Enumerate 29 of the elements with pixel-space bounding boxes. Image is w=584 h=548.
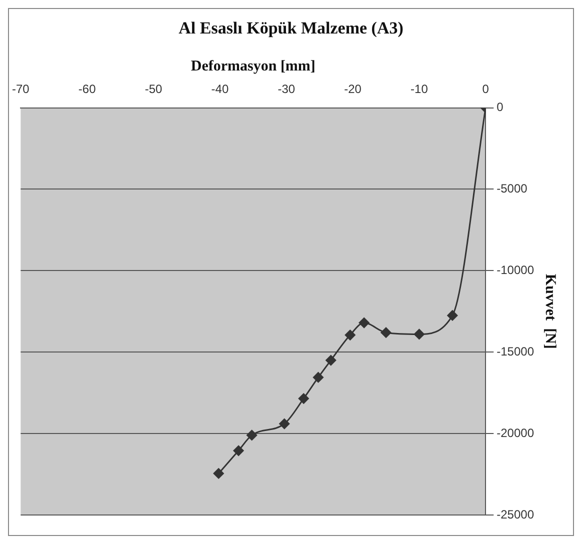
y-axis-title: Kuvvet [N] [542, 274, 558, 349]
x-tick-label: -40 [211, 82, 229, 96]
y-tick-label: -20000 [496, 426, 534, 440]
point [233, 445, 244, 456]
x-tick-label: -20 [344, 82, 362, 96]
point [344, 330, 356, 340]
point [246, 430, 258, 440]
y-tick-label: -10000 [496, 262, 534, 277]
point [380, 327, 392, 338]
point [414, 328, 424, 340]
x-tick-label: -70 [12, 82, 30, 96]
point [213, 468, 224, 479]
x-axis-title: Deformasyon [mm] [190, 58, 316, 74]
point [313, 372, 324, 383]
x-tick-label: -50 [144, 82, 163, 96]
x-tick-label: -10 [410, 82, 428, 96]
point [279, 418, 290, 430]
y-tick-label: -15000 [496, 344, 534, 358]
x-tick-label: -60 [78, 82, 96, 96]
chart-title: Al Esaslı Köpük Malzeme (A3) [178, 18, 404, 38]
y-tick-label: 0 [496, 100, 504, 114]
x-tick-label: 0 [482, 82, 490, 96]
x-tick-label: -30 [278, 82, 296, 96]
y-tick-label: -5000 [496, 182, 528, 196]
y-tick-label: -25000 [496, 507, 534, 522]
point [447, 310, 458, 321]
point [326, 355, 336, 366]
point [358, 318, 370, 328]
point [298, 393, 309, 404]
